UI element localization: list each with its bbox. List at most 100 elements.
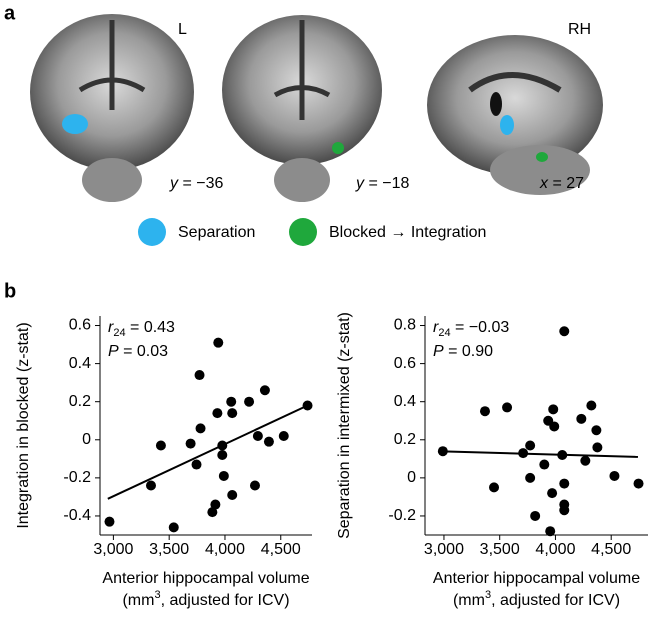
y-tick-label: -0.4 xyxy=(63,507,91,524)
data-point xyxy=(169,522,179,532)
x-tick-label: 3,500 xyxy=(149,541,189,558)
data-point xyxy=(196,423,206,433)
data-point xyxy=(279,431,289,441)
x-axis-label: Anterior hippocampal volume xyxy=(102,570,309,587)
panel-label: b xyxy=(4,280,16,302)
data-point xyxy=(548,404,558,414)
stat-subscript: 24 xyxy=(113,327,125,339)
fit-line xyxy=(108,406,308,499)
x-tick-label: 3,500 xyxy=(480,541,520,558)
legend-label: Separation xyxy=(178,224,255,241)
units-text: , adjusted for ICV) xyxy=(491,592,620,609)
brain-slice-2 xyxy=(222,15,382,202)
data-point xyxy=(559,326,569,336)
data-point xyxy=(219,471,229,481)
y-axis-label: Separation in intermixed (z-stat) xyxy=(336,312,353,539)
data-point xyxy=(525,440,535,450)
annotation: P = 0.90 xyxy=(433,343,493,360)
data-point xyxy=(502,402,512,412)
data-point xyxy=(303,401,313,411)
y-tick-label: 0.8 xyxy=(394,317,416,334)
data-point xyxy=(186,439,196,449)
data-point xyxy=(146,480,156,490)
y-tick-label: 0.4 xyxy=(69,355,91,372)
data-point xyxy=(489,482,499,492)
annotation: r24 = −0.03 xyxy=(433,319,509,339)
slice-label: y = −18 xyxy=(355,175,409,192)
y-tick-label: 0 xyxy=(407,469,416,486)
data-point xyxy=(226,397,236,407)
y-axis-label: Integration in blocked (z-stat) xyxy=(15,322,32,528)
data-point xyxy=(264,437,274,447)
stat-symbol: P xyxy=(433,343,444,360)
data-point xyxy=(559,479,569,489)
data-point xyxy=(634,479,644,489)
data-point xyxy=(217,450,227,460)
y-tick-label: -0.2 xyxy=(63,469,91,486)
x-tick-label: 4,500 xyxy=(591,541,631,558)
data-point xyxy=(253,431,263,441)
stat-symbol: P xyxy=(108,343,119,360)
legend-swatch xyxy=(138,218,166,246)
figure: a L RH b y = −36y = −18x = 27SeparationB… xyxy=(0,0,668,633)
data-point xyxy=(518,448,528,458)
data-point xyxy=(480,406,490,416)
brain-slice-1 xyxy=(30,14,194,202)
data-point xyxy=(591,425,601,435)
data-point xyxy=(227,490,237,500)
units-text: , adjusted for ICV) xyxy=(161,592,290,609)
data-point xyxy=(212,408,222,418)
data-point xyxy=(192,460,202,470)
y-tick-label: 0.6 xyxy=(69,317,91,334)
data-point xyxy=(557,450,567,460)
data-point xyxy=(244,397,254,407)
hemisphere-label: L xyxy=(178,21,187,38)
x-axis-label: Anterior hippocampal volume xyxy=(433,570,640,587)
x-tick-label: 4,000 xyxy=(205,541,245,558)
y-tick-label: 0.2 xyxy=(69,393,91,410)
data-point xyxy=(525,473,535,483)
slice-coordinate: = 27 xyxy=(548,175,584,192)
units-text: (mm xyxy=(453,592,485,609)
legend-label: Blocked → Integration xyxy=(329,224,486,241)
y-tick-label: -0.2 xyxy=(388,507,416,524)
x-tick-label: 3,000 xyxy=(424,541,464,558)
x-tick-label: 4,000 xyxy=(535,541,575,558)
y-tick-label: 0.2 xyxy=(394,431,416,448)
annotation: P = 0.03 xyxy=(108,343,168,360)
data-point xyxy=(592,442,602,452)
stat-subscript: 24 xyxy=(438,327,450,339)
y-tick-label: 0 xyxy=(82,431,91,448)
data-point xyxy=(580,456,590,466)
data-point xyxy=(530,511,540,521)
data-point xyxy=(559,505,569,515)
data-point xyxy=(227,408,237,418)
annotation: r24 = 0.43 xyxy=(108,319,175,339)
data-point xyxy=(210,500,220,510)
data-point xyxy=(539,460,549,470)
slice-label: x = 27 xyxy=(539,175,584,192)
data-point xyxy=(156,440,166,450)
y-tick-label: 0.6 xyxy=(394,355,416,372)
data-point xyxy=(260,385,270,395)
x-axis-units: (mm3, adjusted for ICV) xyxy=(453,589,620,609)
data-point xyxy=(586,401,596,411)
data-point xyxy=(549,421,559,431)
data-point xyxy=(609,471,619,481)
data-point xyxy=(438,446,448,456)
slice-coordinate: = −18 xyxy=(364,175,409,192)
x-tick-label: 3,000 xyxy=(93,541,133,558)
data-point xyxy=(104,517,114,527)
data-point xyxy=(576,414,586,424)
stat-value: = −0.03 xyxy=(451,319,510,336)
data-point xyxy=(250,480,260,490)
data-point xyxy=(213,338,223,348)
x-tick-label: 4,500 xyxy=(261,541,301,558)
panel-label: a xyxy=(4,2,16,24)
stat-value: = 0.03 xyxy=(119,343,168,360)
hemisphere-label: RH xyxy=(568,21,591,38)
brain-slice-3 xyxy=(427,35,603,195)
y-tick-label: 0.4 xyxy=(394,393,416,410)
fit-line xyxy=(438,451,638,457)
data-point xyxy=(195,370,205,380)
